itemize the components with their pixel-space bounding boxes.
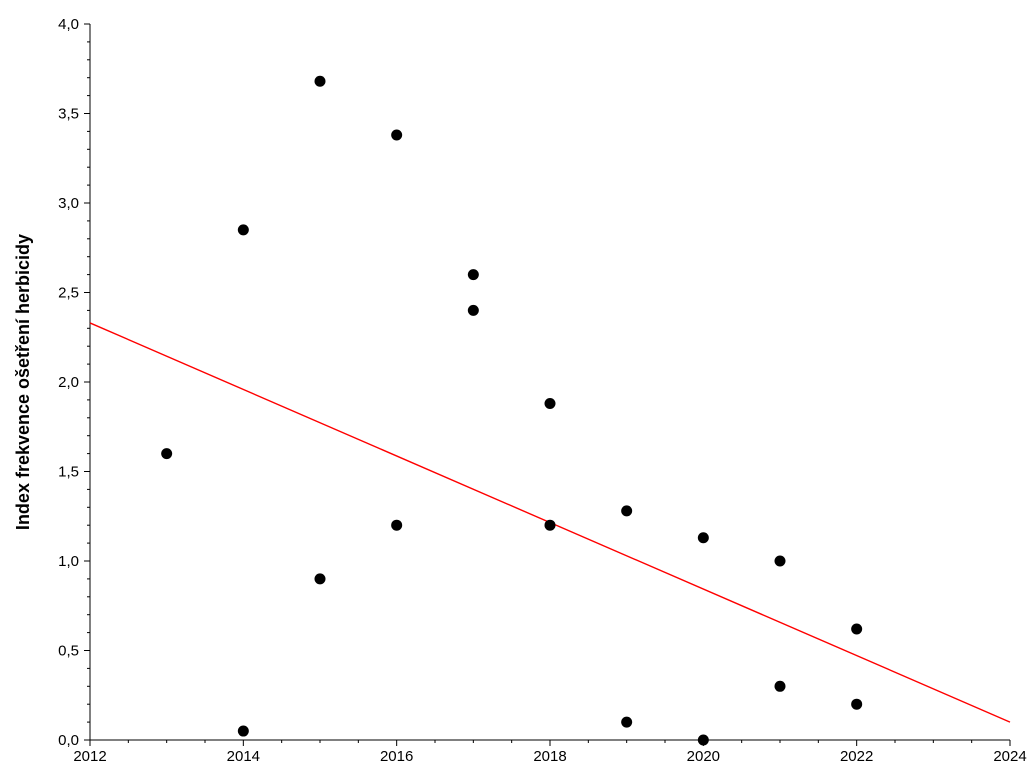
x-tick-label: 2016 (380, 748, 413, 765)
y-tick-label: 3,0 (58, 195, 79, 212)
x-tick-label: 2024 (993, 748, 1026, 765)
y-tick-label: 1,5 (58, 464, 79, 481)
x-tick-label: 2012 (73, 748, 106, 765)
data-point (851, 698, 863, 710)
x-tick-label: 2014 (227, 748, 260, 765)
data-point (314, 75, 326, 87)
data-point (467, 304, 479, 316)
data-point (391, 519, 403, 531)
data-point (161, 448, 173, 460)
data-point (774, 680, 786, 692)
data-point (391, 129, 403, 141)
data-point (544, 519, 556, 531)
data-point (851, 623, 863, 635)
data-point (237, 725, 249, 737)
data-point (467, 269, 479, 281)
x-tick-label: 2020 (687, 748, 720, 765)
data-point (621, 716, 633, 728)
y-tick-label: 2,5 (58, 285, 79, 302)
data-point (621, 505, 633, 517)
data-point (774, 555, 786, 567)
y-axis-title: Index frekvence ošetření herbicidy (13, 234, 33, 530)
axes: 0,0 0,5 1,0 1,5 2,0 2,5 3,0 3,5 4,0 2012 2014 2016 2… (58, 16, 1027, 765)
x-tick-label: 2022 (840, 748, 873, 765)
data-point (697, 532, 709, 544)
y-tick-label: 3,5 (58, 106, 79, 123)
data-point (697, 734, 709, 746)
data-point (237, 224, 249, 236)
x-tick-label: 2018 (533, 748, 566, 765)
y-tick-label: 0,5 (58, 643, 79, 660)
data-point (314, 573, 326, 585)
y-tick-label: 0,0 (58, 732, 79, 749)
data-points (161, 75, 863, 746)
y-tick-label: 4,0 (58, 16, 79, 33)
data-point (544, 397, 556, 409)
y-tick-label: 2,0 (58, 374, 79, 391)
y-tick-label: 1,0 (58, 553, 79, 570)
